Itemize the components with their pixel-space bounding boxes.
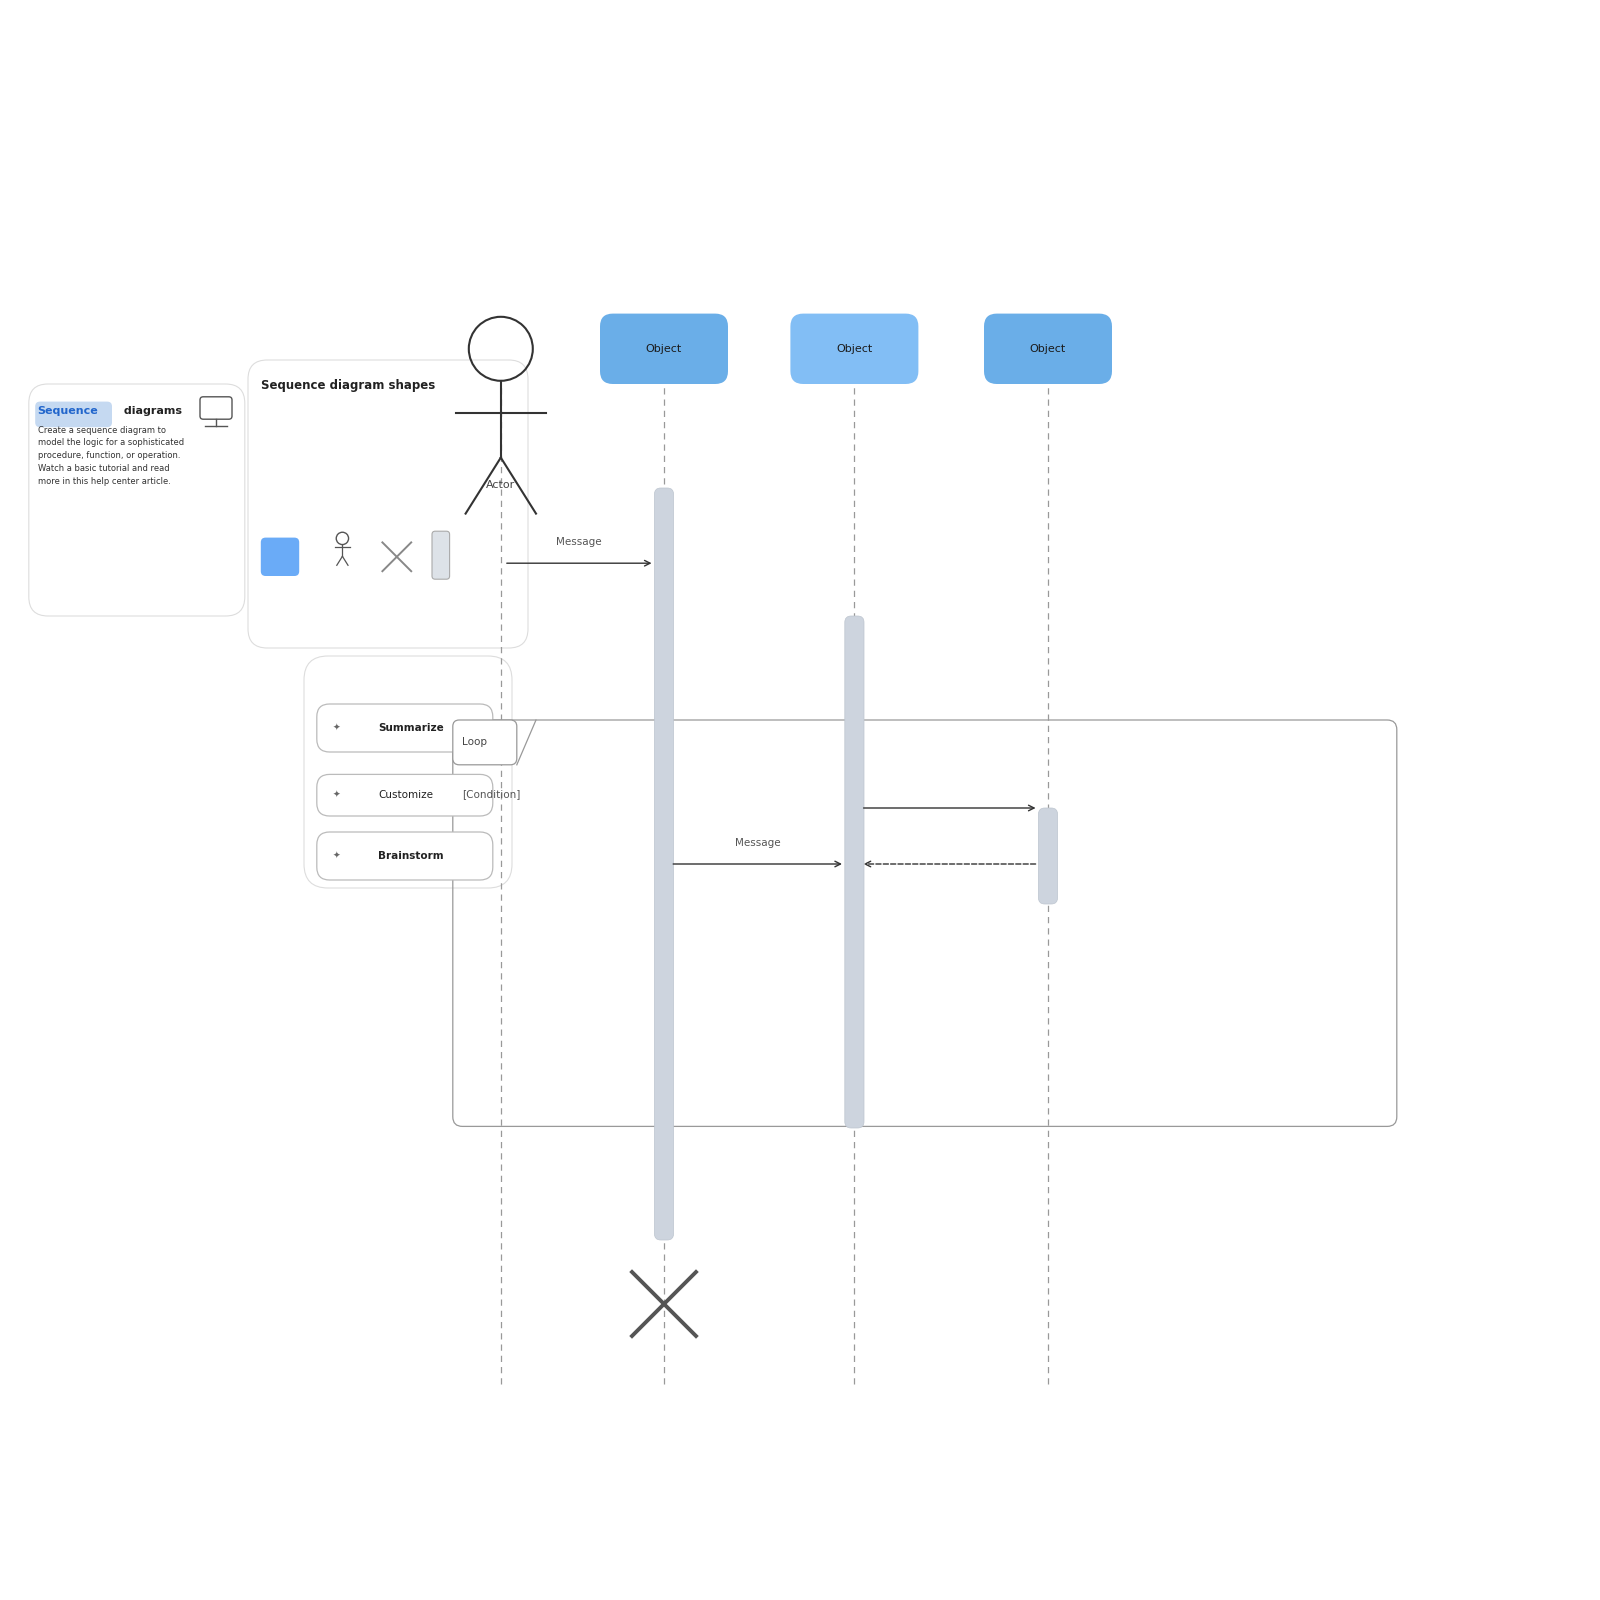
- Text: Sequence diagram shapes: Sequence diagram shapes: [261, 379, 435, 392]
- FancyBboxPatch shape: [200, 397, 232, 419]
- FancyBboxPatch shape: [261, 538, 299, 576]
- Text: Summarize: Summarize: [379, 723, 445, 733]
- FancyBboxPatch shape: [317, 832, 493, 880]
- Text: ✦: ✦: [333, 790, 341, 800]
- FancyBboxPatch shape: [248, 360, 528, 648]
- FancyBboxPatch shape: [453, 720, 517, 765]
- Text: Object: Object: [1030, 344, 1066, 354]
- Text: Sequence: Sequence: [37, 406, 98, 416]
- FancyBboxPatch shape: [790, 314, 918, 384]
- Text: Create a sequence diagram to
model the logic for a sophisticated
procedure, func: Create a sequence diagram to model the l…: [38, 426, 184, 486]
- FancyBboxPatch shape: [432, 531, 450, 579]
- FancyBboxPatch shape: [654, 488, 674, 1240]
- Text: Message: Message: [557, 538, 602, 547]
- FancyBboxPatch shape: [317, 704, 493, 752]
- FancyBboxPatch shape: [317, 774, 493, 816]
- Text: ✦: ✦: [333, 851, 341, 861]
- FancyBboxPatch shape: [304, 656, 512, 888]
- FancyBboxPatch shape: [29, 384, 245, 616]
- FancyBboxPatch shape: [600, 314, 728, 384]
- Text: Object: Object: [646, 344, 682, 354]
- Text: Object: Object: [837, 344, 872, 354]
- Text: Brainstorm: Brainstorm: [379, 851, 445, 861]
- Text: Message: Message: [734, 838, 781, 848]
- Text: Actor: Actor: [486, 480, 515, 490]
- Text: ✦: ✦: [333, 723, 341, 733]
- FancyBboxPatch shape: [984, 314, 1112, 384]
- FancyBboxPatch shape: [35, 402, 112, 427]
- FancyBboxPatch shape: [845, 616, 864, 1128]
- Text: [Condition]: [Condition]: [462, 789, 520, 798]
- FancyBboxPatch shape: [1038, 808, 1058, 904]
- Text: Loop: Loop: [462, 738, 488, 747]
- Text: Customize: Customize: [379, 790, 434, 800]
- Text: diagrams: diagrams: [120, 406, 182, 416]
